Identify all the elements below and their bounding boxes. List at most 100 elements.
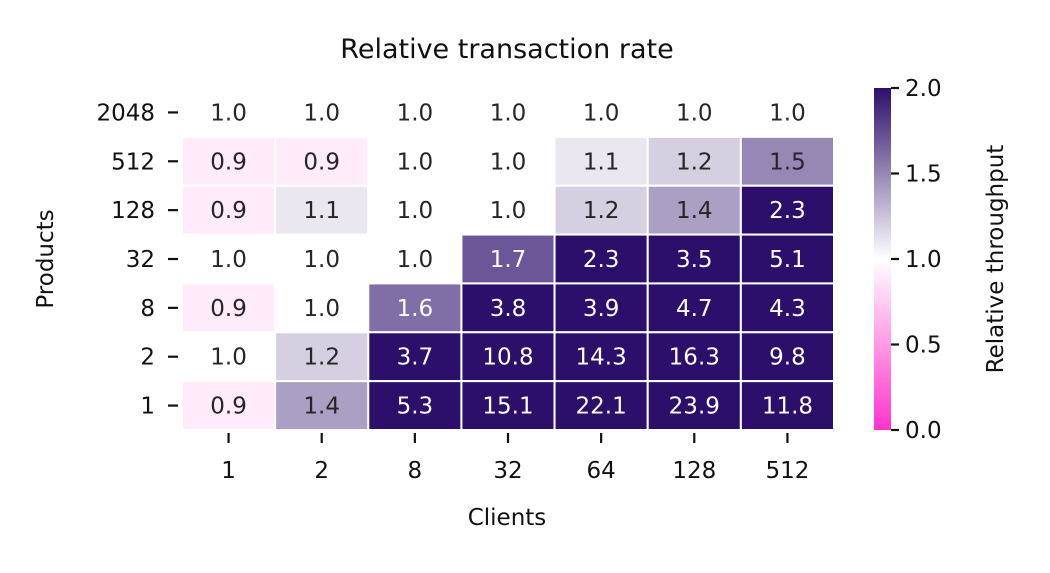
cell-value-label: 1.0 [397,100,434,126]
heatmap-cell [181,331,277,383]
heatmap-cell [367,282,463,334]
cell-value-label: 9.8 [769,345,806,371]
cell-value-label: 1.1 [303,198,340,224]
cell-value-label: 1.0 [490,198,527,224]
cell-value-label: 1.0 [210,345,247,371]
heatmap-cell [553,135,649,187]
colorbar-tick-label: 2.0 [905,76,942,102]
y-axis-label: Products [33,209,59,308]
cell-value-label: 14.3 [576,345,627,371]
cell-value-label: 0.9 [303,149,340,175]
cell-value-label: 1.0 [676,100,713,126]
colorbar-tick-label: 0.0 [905,418,942,444]
cell-value-label: 15.1 [482,394,533,420]
x-axis-label: Clients [468,505,547,531]
heatmap-cell [274,87,370,138]
heatmap-cell [739,380,835,431]
y-tick-label: 1 [140,394,155,420]
cell-value-label: 10.8 [482,345,533,371]
cell-value-label: 1.4 [303,394,340,420]
cell-value-label: 1.7 [490,247,527,273]
cell-value-label: 5.1 [769,247,806,273]
x-tick-label: 2 [314,458,329,484]
cell-value-label: 1.6 [397,296,434,322]
y-tick-label: 2 [140,345,155,371]
heatmap-cell [553,380,649,431]
y-axis: 2048 512 128 32 8 2 1 [96,100,178,420]
heatmap-cell [181,135,277,187]
x-tick-label: 1 [221,458,236,484]
cell-value-label: 1.0 [397,198,434,224]
heatmap-cell [367,380,463,431]
x-tick-label: 8 [408,458,423,484]
cell-value-label: 2.3 [769,198,806,224]
heatmap-cell [646,233,742,285]
heatmap-cell [367,135,463,187]
y-tick-label: 2048 [96,100,155,126]
x-tick-label: 32 [493,458,522,484]
cell-value-label: 5.3 [397,394,434,420]
colorbar-tick-label: 1.0 [905,247,942,273]
heatmap-cell [739,331,835,383]
heatmap-cell [367,184,463,236]
cell-value-label: 2.3 [583,247,620,273]
colorbar-label: Relative throughput [983,145,1009,374]
x-tick-label: 64 [587,458,616,484]
colorbar: 0.0 0.5 1.0 1.5 2.0 [874,76,942,444]
cell-value-label: 1.5 [769,149,806,175]
cell-value-label: 4.7 [676,296,713,322]
cell-value-label: 1.2 [303,345,340,371]
heatmap-cell [274,184,370,236]
y-tick-label: 512 [111,149,155,175]
cell-value-label: 1.2 [676,149,713,175]
cell-value-label: 1.0 [397,247,434,273]
cell-value-label: 16.3 [669,345,720,371]
heatmap-cell [181,282,277,334]
y-tick-label: 128 [111,198,155,224]
cell-value-label: 3.8 [490,296,527,322]
cell-value-label: 22.1 [576,394,627,420]
colorbar-tick-label: 0.5 [905,333,942,359]
cell-value-label: 4.3 [769,296,806,322]
cell-value-label: 0.9 [210,198,247,224]
cell-value-label: 1.0 [490,100,527,126]
cell-value-label: 1.0 [303,247,340,273]
heatmap-cell [553,184,649,236]
heatmap-cell [739,184,835,236]
cell-value-label: 0.9 [210,296,247,322]
cell-value-label: 1.0 [583,100,620,126]
cell-value-label: 1.0 [303,296,340,322]
y-tick-label: 8 [140,296,155,322]
cell-value-label: 1.0 [210,247,247,273]
heatmap-cell [274,331,370,383]
heatmap-cell-labels: 1.0 1.0 1.0 1.0 1.0 1.0 1.0 0.9 0.9 1.0 1.0 1.1 1.2 1… [210,100,813,419]
cell-value-label: 1.0 [490,149,527,175]
cell-value-label: 3.7 [397,345,434,371]
colorbar-tick-label: 1.5 [905,162,942,188]
heatmap-cells [181,87,835,431]
colorbar-gradient [874,88,891,430]
heatmap-cell [646,87,742,138]
heatmap-cell [181,87,277,138]
cell-value-label: 11.8 [762,394,813,420]
cell-value-label: 0.9 [210,394,247,420]
y-tick-label: 32 [126,247,155,273]
cell-value-label: 1.2 [583,198,620,224]
heatmap-cell [646,380,742,431]
x-tick-label: 128 [672,458,716,484]
cell-value-label: 1.0 [210,100,247,126]
heatmap-cell [460,380,556,431]
cell-value-label: 3.9 [583,296,620,322]
x-tick-label: 512 [765,458,809,484]
x-axis: 1 2 8 32 64 128 512 [221,433,809,484]
heatmap-cell [274,233,370,285]
heatmap-cell [181,233,277,285]
cell-value-label: 1.0 [303,100,340,126]
cell-value-label: 23.9 [669,394,720,420]
heatmap-cell [646,184,742,236]
chart-title: Relative transaction rate [340,34,673,65]
cell-value-label: 1.0 [397,149,434,175]
cell-value-label: 3.5 [676,247,713,273]
